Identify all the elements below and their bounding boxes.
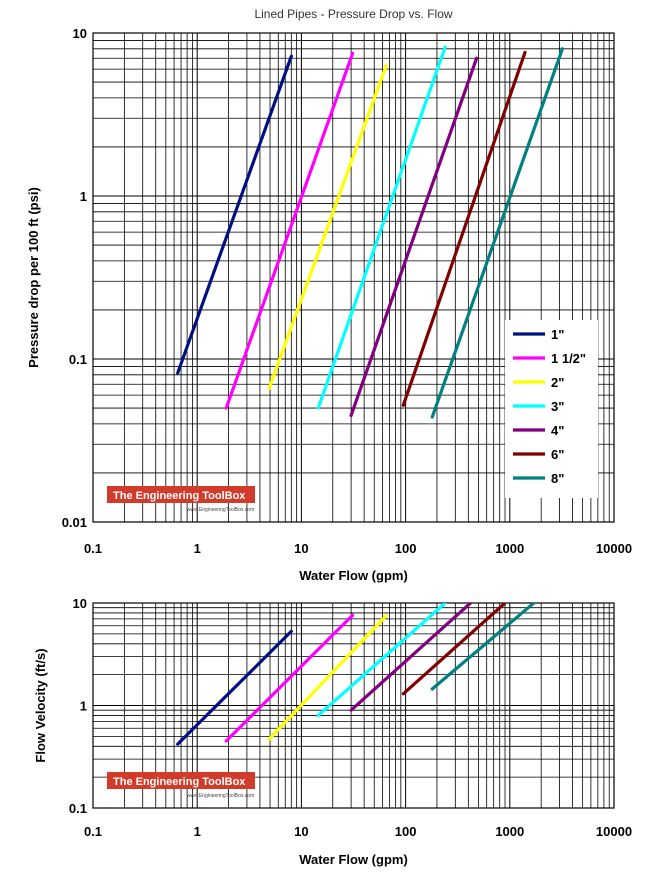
brand-logo-box — [107, 486, 255, 503]
plot-frame — [92, 32, 615, 523]
series-line-2 — [224, 613, 355, 743]
y-tick-labels: 0.1 1 10 — [69, 596, 87, 816]
series-line-3 — [267, 64, 388, 390]
series-line-3 — [267, 614, 388, 741]
chart-title: Lined Pipes - Pressure Drop vs. Flow — [254, 7, 452, 21]
series-line-1 — [176, 54, 293, 375]
brand-logo-text: The Engineering ToolBox — [113, 490, 246, 502]
y-tick-label: 1 — [80, 699, 87, 714]
x-tick-labels: 0.1 1 10 100 1000 10000 — [84, 824, 632, 839]
chart-2: 0.1 1 10 100 1000 10000 0.1 1 10 Water Flow (gpm)… — [33, 596, 632, 867]
series-line-4 — [316, 603, 447, 718]
y-tick-label: 0.1 — [69, 801, 87, 816]
x-tick-label: 10000 — [596, 824, 632, 839]
legend-box — [505, 320, 598, 498]
x-tick-label: 1000 — [495, 541, 524, 556]
y-tick-label: 10 — [73, 26, 87, 41]
legend-entry: 2" — [551, 375, 564, 390]
brand-logo: The Engineering ToolBox www.EngineeringTo… — [107, 486, 255, 513]
series-group — [176, 603, 536, 746]
series-line-2 — [224, 51, 355, 410]
x-tick-label: 0.1 — [84, 824, 102, 839]
legend-entry: 6" — [551, 447, 564, 462]
legend-entry: 4" — [551, 423, 564, 438]
plot-frame — [92, 602, 615, 809]
x-tick-label: 100 — [395, 824, 417, 839]
x-tick-label: 10000 — [596, 541, 632, 556]
y-axis-label: Pressure drop per 100 ft (psi) — [26, 187, 41, 368]
brand-logo-text: The Engineering ToolBox — [113, 776, 246, 788]
series-group — [176, 45, 565, 419]
x-tick-label: 100 — [395, 541, 417, 556]
brand-logo-url: www.EngineeringToolBox.com — [187, 507, 254, 513]
y-tick-labels: 0.01 0.1 1 10 — [62, 26, 87, 530]
y-tick-label: 1 — [80, 189, 87, 204]
legend-entry: 1 1/2" — [551, 351, 586, 366]
x-tick-label: 10 — [294, 824, 308, 839]
series-line-6 — [401, 50, 527, 407]
x-tick-label: 1 — [194, 824, 201, 839]
legend-entry: 1" — [551, 327, 564, 342]
series-line-5 — [349, 56, 479, 418]
x-tick-labels: 0.1 1 10 100 1000 10000 — [84, 541, 632, 556]
x-tick-label: 0.1 — [84, 541, 102, 556]
series-line-1 — [176, 629, 293, 746]
series-line-7 — [430, 47, 565, 419]
series-line-6 — [401, 603, 507, 696]
chart-1: 0.1 1 10 100 1000 10000 0.01 0.1 1 10 Water Flow (… — [26, 7, 632, 583]
x-axis-label: Water Flow (gpm) — [299, 852, 408, 867]
legend-entry: 8" — [551, 471, 564, 486]
brand-logo-url: www.EngineeringToolBox.com — [187, 793, 254, 799]
series-line-7 — [430, 603, 536, 691]
brand-logo: The Engineering ToolBox www.EngineeringTo… — [107, 772, 255, 799]
series-line-5 — [349, 603, 473, 712]
y-tick-label: 0.1 — [69, 352, 87, 367]
legend-entry: 3" — [551, 399, 564, 414]
legend: 1" 1 1/2" 2" 3" 4" 6" 8" — [505, 320, 598, 498]
y-tick-label: 10 — [73, 596, 87, 611]
x-tick-label: 1000 — [495, 824, 524, 839]
series-line-4 — [316, 45, 447, 410]
x-axis-label: Water Flow (gpm) — [299, 568, 408, 583]
x-tick-label: 10 — [294, 541, 308, 556]
y-tick-label: 0.01 — [62, 515, 87, 530]
y-axis-label: Flow Velocity (ft/s) — [33, 648, 48, 762]
x-tick-label: 1 — [194, 541, 201, 556]
brand-logo-box — [107, 772, 255, 789]
